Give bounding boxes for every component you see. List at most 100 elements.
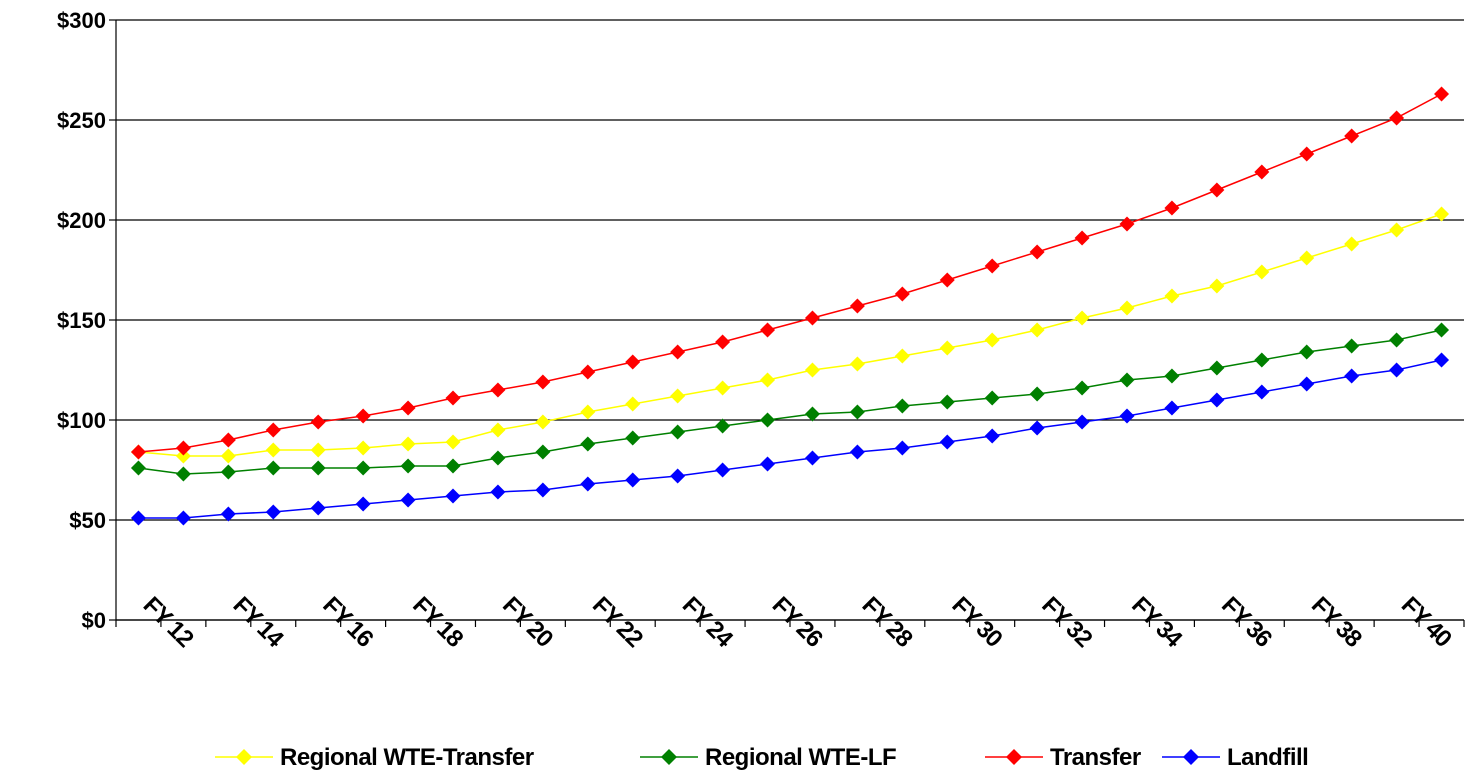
- data-point: [445, 488, 461, 504]
- data-point: [849, 356, 865, 372]
- data-point: [1164, 200, 1180, 216]
- data-point: [984, 428, 1000, 444]
- y-tick-label: $250: [57, 108, 106, 133]
- data-point: [1209, 392, 1225, 408]
- data-point: [445, 458, 461, 474]
- legend-marker: [661, 749, 677, 765]
- y-tick-label: $100: [57, 408, 106, 433]
- data-point: [670, 424, 686, 440]
- data-point: [175, 440, 191, 456]
- data-point: [894, 398, 910, 414]
- data-point: [1074, 414, 1090, 430]
- data-point: [400, 436, 416, 452]
- data-point: [1344, 338, 1360, 354]
- legend-marker: [1006, 749, 1022, 765]
- data-point: [1299, 146, 1315, 162]
- data-point: [490, 484, 506, 500]
- data-point: [265, 460, 281, 476]
- data-point: [400, 400, 416, 416]
- data-point: [580, 404, 596, 420]
- x-tick-label: FY 28: [857, 592, 918, 653]
- legend: Regional WTE-Transfer Regional WTE-LF Tran…: [215, 744, 1309, 771]
- data-point: [849, 298, 865, 314]
- data-point: [1254, 264, 1270, 280]
- data-point: [1029, 244, 1045, 260]
- data-point: [310, 460, 326, 476]
- series-landfill: [130, 352, 1450, 526]
- data-point: [445, 434, 461, 450]
- legend-item: Regional WTE-Transfer: [215, 744, 534, 771]
- data-point: [804, 310, 820, 326]
- data-point: [625, 396, 641, 412]
- data-point: [715, 334, 731, 350]
- data-point: [760, 372, 776, 388]
- data-point: [1029, 322, 1045, 338]
- y-axis-tick-labels: $0 $50 $100 $150 $200 $250 $300: [57, 8, 106, 633]
- data-point: [1119, 372, 1135, 388]
- data-point: [265, 442, 281, 458]
- data-point: [715, 462, 731, 478]
- data-point: [355, 440, 371, 456]
- x-tick-label: FY 22: [587, 592, 648, 653]
- data-point: [1209, 360, 1225, 376]
- data-point: [1164, 288, 1180, 304]
- x-tick-label: FY 16: [317, 592, 378, 653]
- data-point: [1299, 250, 1315, 266]
- data-point: [939, 434, 955, 450]
- data-point: [1119, 408, 1135, 424]
- data-point: [355, 408, 371, 424]
- series-line: [138, 93, 1442, 453]
- data-point: [849, 444, 865, 460]
- data-point: [1434, 86, 1450, 102]
- data-point: [984, 258, 1000, 274]
- y-tick-label: $150: [57, 308, 106, 333]
- data-point: [130, 444, 146, 460]
- data-point: [849, 404, 865, 420]
- legend-item: Landfill: [1162, 744, 1309, 771]
- data-point: [1164, 368, 1180, 384]
- data-point: [939, 340, 955, 356]
- data-point: [265, 504, 281, 520]
- data-point: [894, 286, 910, 302]
- x-tick-label: FY 14: [228, 592, 290, 654]
- y-tick-label: $0: [82, 608, 106, 633]
- data-point: [939, 272, 955, 288]
- data-point: [670, 468, 686, 484]
- series-group: [130, 86, 1450, 526]
- data-point: [580, 364, 596, 380]
- data-point: [355, 496, 371, 512]
- x-tick-label: FY 34: [1126, 592, 1188, 654]
- data-point: [1164, 400, 1180, 416]
- data-point: [984, 390, 1000, 406]
- data-point: [130, 460, 146, 476]
- data-point: [445, 390, 461, 406]
- series-line: [138, 329, 1442, 475]
- y-tick-label: $300: [57, 8, 106, 33]
- data-point: [804, 406, 820, 422]
- data-point: [310, 500, 326, 516]
- data-point: [984, 332, 1000, 348]
- data-point: [625, 472, 641, 488]
- data-point: [220, 506, 236, 522]
- data-point: [1074, 230, 1090, 246]
- data-point: [220, 464, 236, 480]
- legend-label: Landfill: [1227, 744, 1308, 771]
- data-point: [670, 388, 686, 404]
- x-tick-label: FY 18: [407, 592, 468, 653]
- data-point: [580, 436, 596, 452]
- series-regional-wte-lf: [130, 322, 1450, 482]
- data-point: [310, 414, 326, 430]
- x-tick-label: FY 30: [947, 592, 1008, 653]
- series-line: [138, 213, 1442, 457]
- data-point: [130, 510, 146, 526]
- legend-label: Regional WTE-Transfer: [280, 744, 534, 771]
- data-point: [1074, 310, 1090, 326]
- data-point: [715, 418, 731, 434]
- legend-label: Transfer: [1050, 744, 1141, 771]
- x-tick-label: FY 12: [138, 592, 199, 653]
- data-point: [625, 354, 641, 370]
- x-tick-label: FY 32: [1036, 592, 1097, 653]
- data-point: [355, 460, 371, 476]
- data-point: [1344, 368, 1360, 384]
- series-transfer: [130, 86, 1450, 460]
